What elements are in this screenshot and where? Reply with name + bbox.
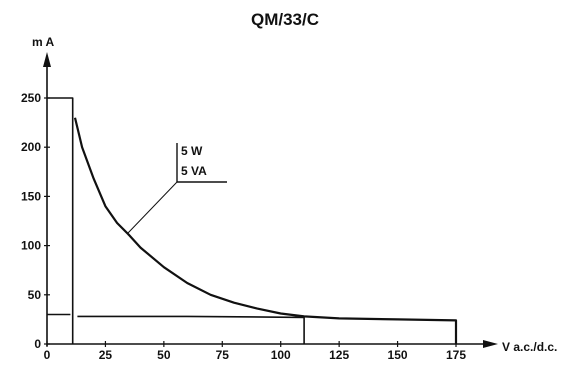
ticks: 0 50 100 150 200 250 0 25 50 75 100 125 150 175: [21, 91, 466, 362]
y-tick-label: 250: [21, 91, 41, 105]
y-tick-label: 0: [34, 337, 41, 351]
x-tick-label: 25: [99, 348, 113, 362]
y-axis-label: m A: [32, 35, 55, 49]
x-tick-label: 175: [446, 348, 466, 362]
x-tick-label: 100: [271, 348, 291, 362]
chart-title: QM/33/C: [251, 10, 319, 29]
x-tick-label: 0: [44, 348, 51, 362]
annotation: 5 W 5 VA: [127, 143, 227, 234]
series-line-2: [73, 117, 458, 344]
series-group: [47, 97, 458, 344]
y-tick-label: 50: [28, 288, 42, 302]
annotation-line-1: 5 W: [181, 144, 203, 158]
x-tick-label: 75: [216, 348, 230, 362]
y-tick-label: 150: [21, 189, 41, 203]
x-axis-label: V a.c./d.c.: [502, 340, 557, 354]
annotation-leader: [127, 181, 178, 234]
x-axis-arrow-icon: [483, 340, 498, 348]
axes: [43, 52, 498, 348]
y-axis-arrow-icon: [43, 52, 51, 67]
y-tick-label: 200: [21, 140, 41, 154]
series-line-4: [77, 315, 305, 344]
x-tick-label: 150: [388, 348, 408, 362]
annotation-line-2: 5 VA: [181, 164, 207, 178]
series-line-1: [47, 97, 74, 344]
x-tick-label: 50: [157, 348, 171, 362]
x-tick-label: 125: [329, 348, 349, 362]
y-tick-label: 100: [21, 239, 41, 253]
